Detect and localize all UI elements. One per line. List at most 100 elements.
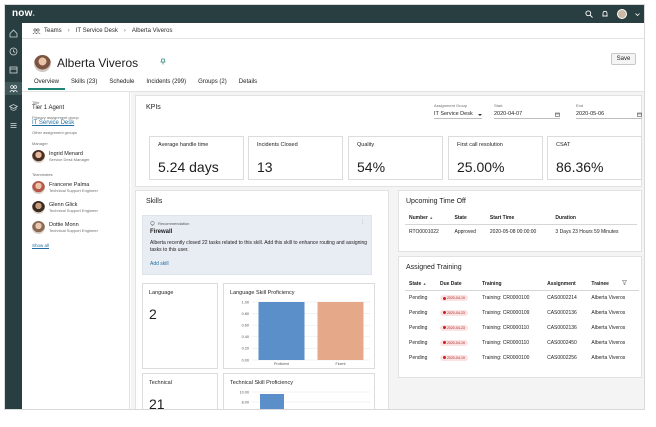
tab-incidents[interactable]: Incidents (299) bbox=[146, 79, 187, 85]
column-header[interactable]: Number ▲ bbox=[405, 212, 451, 225]
add-skill-link[interactable]: Add skill bbox=[150, 261, 169, 267]
chart-title: Language Skill Proficiency bbox=[230, 290, 295, 296]
avatar bbox=[32, 201, 45, 214]
training-state-link[interactable]: Pending bbox=[409, 340, 428, 346]
primary-group-link[interactable]: IT Service Desk bbox=[32, 120, 75, 126]
tab-details[interactable]: Details bbox=[238, 79, 258, 85]
trainee-link[interactable]: Alberta Viveros bbox=[591, 325, 626, 331]
tab-skills[interactable]: Skills (23) bbox=[71, 79, 98, 85]
recommendation-card: Recommendation ⋮ Firewall Alberta recent… bbox=[142, 215, 372, 275]
kpi-label: Average handle time bbox=[158, 142, 209, 148]
chevron-down-icon[interactable] bbox=[635, 12, 640, 17]
due-date-cell: 2020-04-19 bbox=[436, 351, 478, 366]
start-date-input[interactable]: 2020-04-07 bbox=[494, 111, 560, 119]
trainee-link[interactable]: Alberta Viveros bbox=[591, 310, 626, 316]
breadcrumb-item-group[interactable]: IT Service Desk bbox=[75, 27, 118, 34]
overdue-badge: 2020-04-23 bbox=[439, 324, 468, 331]
manager-role: Service Desk Manager bbox=[49, 157, 90, 162]
column-header[interactable]: Trainee bbox=[587, 277, 639, 291]
due-date-cell: 2020-04-23 bbox=[436, 321, 478, 336]
kpi-title: KPIs bbox=[146, 104, 161, 111]
language-count-card: Language 2 bbox=[142, 283, 218, 369]
time-off-number-link[interactable]: RTO0001022 bbox=[409, 229, 439, 236]
kpi-label: First call resolution bbox=[457, 142, 503, 148]
tab-overview[interactable]: Overview bbox=[28, 77, 66, 90]
kpi-card[interactable]: Average handle time 5.24 days bbox=[149, 136, 244, 180]
y-tick-label: 1.00 bbox=[242, 300, 249, 304]
column-header[interactable]: State bbox=[450, 212, 486, 225]
training-state-link[interactable]: Pending bbox=[409, 310, 428, 316]
training-state-link[interactable]: Pending bbox=[409, 355, 428, 361]
notification-bell-icon[interactable] bbox=[601, 10, 609, 18]
training-name: Training: CR0000110 bbox=[482, 340, 530, 346]
assignment-link[interactable]: CAS0002214 bbox=[547, 295, 577, 302]
column-header[interactable]: Duration bbox=[551, 212, 637, 225]
kpi-value: 13 bbox=[257, 159, 273, 175]
training-state-link[interactable]: Pending bbox=[409, 325, 428, 331]
teammate-card[interactable]: Dottie Monn Technical Support Engineer bbox=[32, 221, 129, 234]
trainee-link[interactable]: Alberta Viveros bbox=[591, 355, 626, 361]
assignment-link[interactable]: CAS0002136 bbox=[547, 310, 577, 316]
clock-icon[interactable] bbox=[9, 47, 18, 56]
recommendation-label: Recommendation bbox=[158, 221, 190, 226]
end-date-input[interactable]: 2020-05-06 bbox=[576, 111, 642, 119]
language-label: Language bbox=[149, 290, 174, 296]
kpi-label: Incidents Closed bbox=[257, 142, 298, 148]
tab-schedule[interactable]: Schedule bbox=[109, 79, 135, 85]
profile-sidebar: Title Tier 1 Agent Primary assignment gr… bbox=[22, 92, 130, 409]
trainee-link[interactable]: Alberta Viveros bbox=[591, 340, 626, 346]
graduation-cap-icon[interactable] bbox=[9, 103, 18, 112]
column-header[interactable]: Assignment bbox=[543, 277, 588, 291]
chart-title: Technical Skill Proficiency bbox=[230, 380, 293, 386]
breadcrumb-item-teams[interactable]: Teams bbox=[32, 28, 62, 34]
user-avatar[interactable] bbox=[617, 9, 627, 19]
kpi-card[interactable]: Incidents Closed 13 bbox=[248, 136, 343, 180]
teammate-card[interactable]: Glenn Glick Technical Support Engineer bbox=[32, 201, 129, 214]
assignment-link[interactable]: CAS0002450 bbox=[547, 340, 577, 346]
trainee-link[interactable]: Alberta Viveros bbox=[591, 295, 626, 302]
column-header[interactable]: Training bbox=[478, 277, 544, 291]
tab-groups[interactable]: Groups (2) bbox=[198, 79, 227, 85]
due-date-cell: 2020-04-23 bbox=[436, 306, 478, 321]
skills-panel: Skills Recommendation ⋮ Firewall Alberta… bbox=[135, 190, 389, 409]
column-header[interactable]: Start Time bbox=[485, 212, 552, 225]
training-name: Training: CR0000110 bbox=[482, 325, 530, 331]
rail-item-teams[interactable] bbox=[5, 82, 22, 95]
kpi-card[interactable]: CSAT 86.36% bbox=[547, 136, 642, 180]
filter-icon[interactable] bbox=[622, 280, 628, 285]
title-value: Tier 1 Agent bbox=[32, 105, 65, 111]
training-state-link[interactable]: Pending bbox=[409, 295, 428, 302]
skills-title: Skills bbox=[146, 198, 163, 205]
teammate-card[interactable]: Francene Palma Technical Support Enginee… bbox=[32, 181, 129, 194]
kpi-value: 86.36% bbox=[556, 159, 604, 175]
manager-card[interactable]: Ingrid Menard Service Desk Manager bbox=[32, 150, 129, 163]
profile-avatar bbox=[34, 55, 51, 72]
main-content: KPIs Assignment Group IT Service Desk St… bbox=[131, 92, 644, 409]
caret-down-icon bbox=[478, 114, 482, 116]
profile-header: Alberta Viveros Save Overview Skills (23… bbox=[22, 39, 644, 91]
bar bbox=[258, 302, 305, 360]
save-button[interactable]: Save bbox=[611, 53, 636, 65]
servicenow-logo[interactable]: now. bbox=[12, 8, 36, 19]
home-icon[interactable] bbox=[9, 29, 18, 38]
assignment-link[interactable]: CAS0002136 bbox=[547, 325, 577, 331]
technical-label: Technical bbox=[149, 380, 172, 386]
assignment-link[interactable]: CAS0002256 bbox=[547, 355, 577, 361]
technical-bar-chart: 10.00 8.00 bbox=[239, 390, 370, 409]
sort-icon: ▲ bbox=[429, 215, 434, 220]
assignment-group-select[interactable]: IT Service Desk bbox=[434, 111, 482, 119]
search-icon[interactable] bbox=[585, 10, 593, 18]
show-all-link[interactable]: Show all bbox=[32, 243, 50, 248]
list-icon[interactable] bbox=[9, 121, 18, 130]
table-row: Pending 2020-04-19 Training: CR0000100 CAS0… bbox=[405, 291, 639, 306]
kpi-card[interactable]: Quality 54% bbox=[348, 136, 443, 180]
column-header[interactable]: Due Date bbox=[435, 277, 479, 291]
calendar-icon[interactable] bbox=[9, 65, 18, 74]
more-icon[interactable]: ⋮ bbox=[360, 219, 365, 225]
avatar bbox=[32, 181, 45, 194]
pin-icon[interactable] bbox=[160, 58, 166, 65]
breadcrumb-item-user: Alberta Viveros bbox=[131, 27, 173, 34]
technical-count-card: Technical 21 bbox=[142, 373, 218, 409]
kpi-card[interactable]: First call resolution 25.00% bbox=[448, 136, 543, 180]
column-header[interactable]: State ▲ bbox=[405, 277, 436, 291]
